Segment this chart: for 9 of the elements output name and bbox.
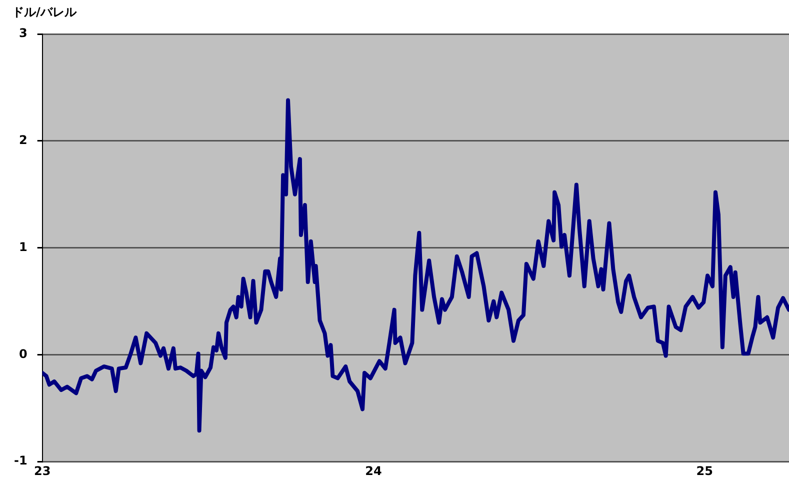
x-tick-label: 24 (365, 464, 382, 478)
y-tick-label: 3 (18, 26, 28, 40)
y-tick-label: -1 (14, 454, 28, 468)
x-tick-label: 23 (34, 464, 51, 478)
y-tick-label: 2 (18, 133, 28, 148)
y-axis-title: ドル/バレル (12, 4, 76, 21)
x-tick-label: 25 (696, 464, 713, 478)
y-tick-label: 1 (18, 240, 28, 254)
y-tick-label: 0 (18, 346, 28, 361)
